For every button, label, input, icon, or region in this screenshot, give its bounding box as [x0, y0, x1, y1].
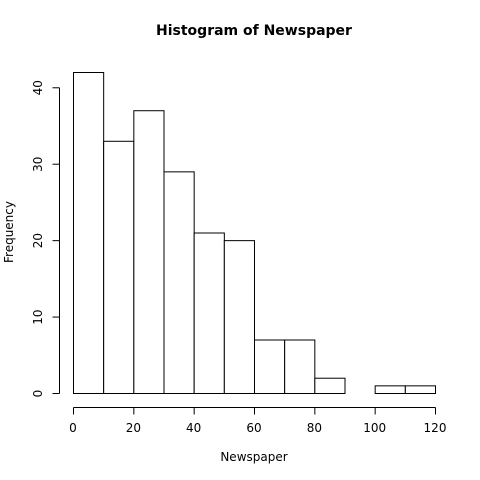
x-tick-label: 60 — [246, 421, 261, 435]
x-tick-label: 20 — [126, 421, 141, 435]
x-axis: 0 20 40 60 80 100 120 — [69, 407, 447, 435]
chart-title: Histogram of Newspaper — [156, 23, 352, 39]
y-tick-label: 20 — [31, 233, 45, 248]
histogram-bar — [284, 339, 316, 394]
x-tick-label: 0 — [69, 421, 77, 435]
x-tick-label: 80 — [307, 421, 322, 435]
histogram-bar — [73, 72, 105, 394]
x-tick-label: 100 — [363, 421, 386, 435]
y-tick-label: 30 — [31, 157, 45, 172]
histogram-bar — [103, 140, 135, 394]
histogram-bar — [374, 385, 406, 395]
y-axis: 0 10 20 30 40 — [31, 80, 60, 397]
x-tick-label: 40 — [186, 421, 201, 435]
histogram-bar — [314, 377, 346, 395]
histogram-bar — [163, 171, 195, 394]
histogram-bar — [193, 232, 225, 394]
bars-group — [73, 72, 437, 395]
x-tick-label: 120 — [424, 421, 447, 435]
y-tick-label: 40 — [31, 80, 45, 95]
histogram-bar — [223, 240, 255, 394]
y-tick-label: 0 — [31, 390, 45, 398]
histogram-bar — [254, 339, 286, 394]
histogram-bar — [404, 385, 437, 395]
histogram-bar — [133, 110, 165, 394]
y-tick-label: 10 — [31, 309, 45, 324]
y-axis-label: Frequency — [2, 201, 16, 263]
x-axis-label: Newspaper — [220, 450, 287, 464]
